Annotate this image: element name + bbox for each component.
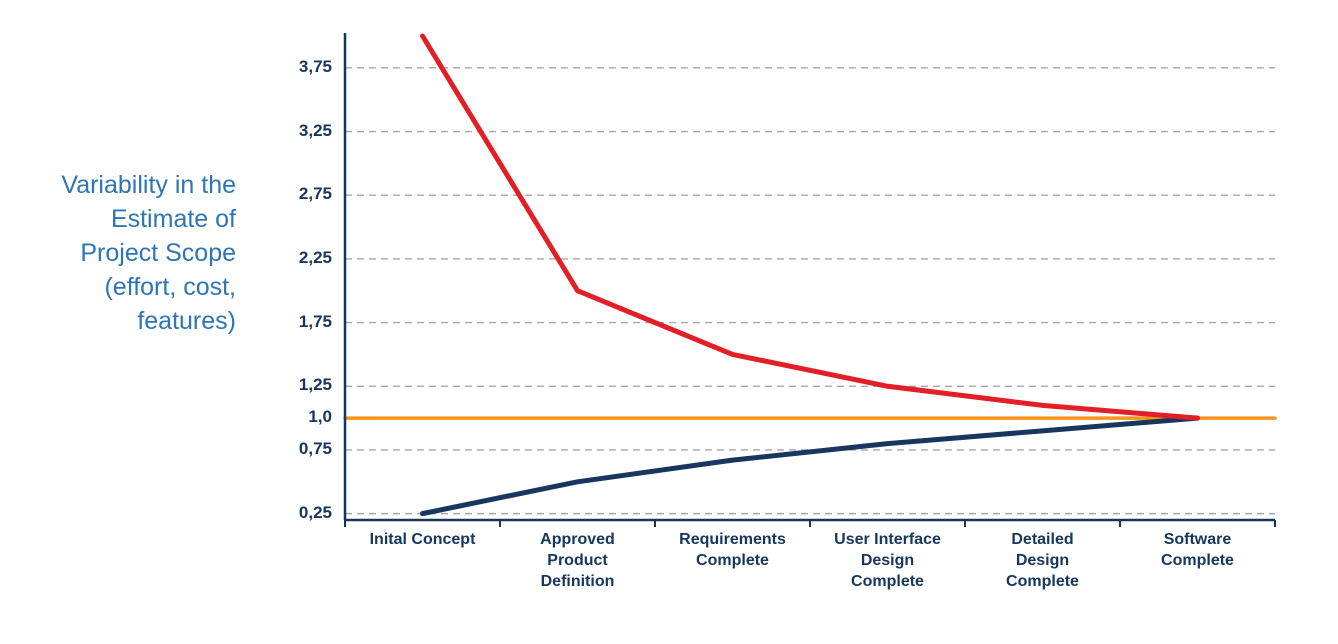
x-axis-label-line: Definition [540,573,615,590]
x-axis-label-line: Design [860,552,915,569]
x-axis-label-line: Complete [1161,552,1234,569]
x-axis-label: User Interface Design Complete [808,529,968,592]
y-axis-title-line: Project Scope [80,239,236,267]
y-tick-label: 1,0 [308,407,332,427]
y-tick-label: 1,25 [298,375,332,395]
y-axis-title-line: features) [137,307,236,335]
y-tick-label: 1,75 [298,311,332,331]
y-axis-title-line: Variability in the [61,171,236,199]
y-axis-title: Variability in the Estimate of Project S… [4,168,236,338]
y-tick-label: 0,75 [298,438,332,458]
x-axis-label-line: Approved [540,531,615,548]
y-axis-title-line: (effort, cost, [104,273,236,301]
y-tick-label: 0,25 [298,502,332,522]
x-axis-label-line: Requirements [679,531,786,548]
x-axis-label: Approved Product Definition [498,529,658,592]
series-lower-estimate [420,415,1200,517]
x-axis-label-line: Complete [851,573,924,590]
x-axis-label: Detailed Design Complete [963,529,1123,592]
x-axis-label: Inital Concept [343,529,503,550]
x-axis-label-line: Software [1163,531,1232,548]
y-tick-label: 2,25 [298,247,332,267]
y-tick-label: 3,25 [298,120,332,140]
x-axis-label-line: Complete [696,552,769,569]
x-axis-label-line: User Interface [834,531,941,548]
y-tick-label: 2,75 [298,184,332,204]
x-axis-label: Software Complete [1118,529,1278,571]
x-axis-label-line: Design [1015,552,1070,569]
y-axis-title-line: Estimate of [110,205,236,233]
series-upper-estimate [420,33,1200,421]
x-axis-label-line: Complete [1006,573,1079,590]
x-axis-label-line: Product [547,552,608,569]
x-axis-label-line: Inital Concept [369,531,476,548]
x-axis-label: Requirements Complete [653,529,813,571]
x-axis-label-line: Detailed [1011,531,1074,548]
y-tick-label: 3,75 [298,56,332,76]
